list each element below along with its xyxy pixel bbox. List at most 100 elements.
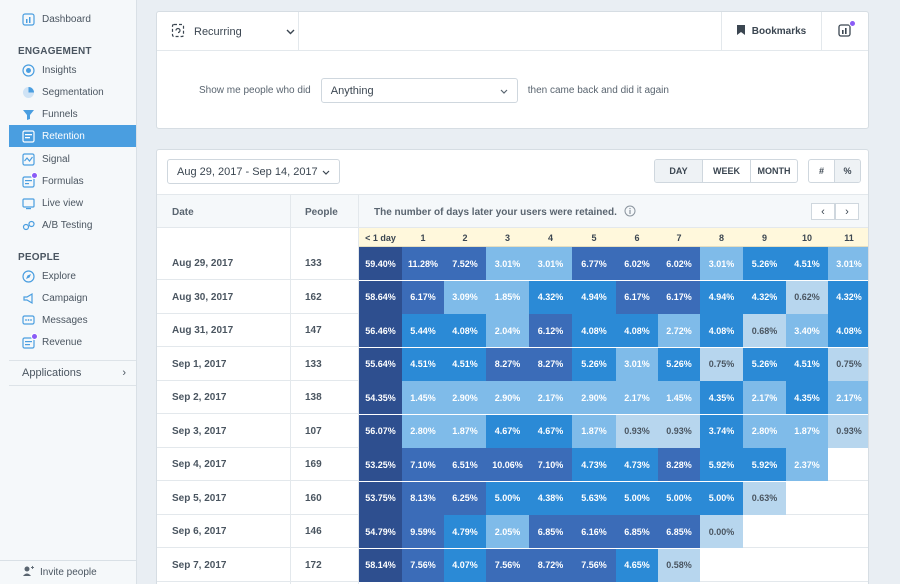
retention-cell[interactable]: 2.80% [743, 414, 786, 448]
retention-cell[interactable]: 6.02% [658, 247, 700, 280]
retention-cell[interactable]: 0.58% [658, 548, 700, 582]
date-range-picker[interactable]: Aug 29, 2017 - Sep 14, 2017 [167, 159, 340, 184]
sidebar-item-campaign[interactable]: Campaign [9, 287, 136, 309]
sidebar-item-explore[interactable]: Explore [9, 265, 136, 287]
retention-cell[interactable]: 4.08% [444, 314, 486, 347]
event-select[interactable]: Anything [320, 78, 518, 103]
sidebar-item-insights[interactable]: Insights [9, 59, 136, 81]
sidebar-item-ab-testing[interactable]: A/B Testing [9, 214, 136, 236]
retention-cell[interactable]: 59.40% [359, 247, 402, 280]
retention-cell[interactable]: 4.65% [616, 548, 658, 582]
table-row[interactable]: Sep 7, 2017 172 58.14% 7.56% 4.07% 7.56% 8.72%… [157, 548, 868, 582]
sidebar-item-formulas[interactable]: Formulas [9, 170, 136, 192]
retention-cell[interactable]: 4.35% [700, 381, 743, 414]
retention-cell[interactable]: 6.17% [616, 280, 658, 314]
format-count-button[interactable]: # [818, 166, 824, 176]
retention-cell[interactable]: 6.25% [444, 481, 486, 515]
retention-cell[interactable]: 5.00% [486, 481, 529, 515]
retention-cell[interactable]: 1.45% [658, 381, 700, 414]
retention-cell[interactable]: 4.07% [444, 548, 486, 582]
retention-cell[interactable]: 6.12% [529, 314, 572, 347]
retention-cell[interactable]: 58.64% [359, 280, 402, 314]
retention-cell[interactable]: 4.94% [700, 280, 743, 314]
retention-cell[interactable]: 54.79% [359, 515, 402, 548]
table-row[interactable]: Sep 3, 2017 107 56.07% 2.80% 1.87% 4.67% 4.67%… [157, 414, 868, 448]
retention-cell[interactable]: 4.32% [828, 280, 868, 314]
retention-cell[interactable]: 7.56% [572, 548, 616, 582]
retention-cell[interactable]: 2.80% [402, 414, 444, 448]
retention-cell[interactable]: 54.35% [359, 381, 402, 414]
table-row[interactable]: Sep 5, 2017 160 53.75% 8.13% 6.25% 5.00% 4.38%… [157, 481, 868, 515]
retention-cell[interactable]: 1.45% [402, 381, 444, 414]
prev-page-button[interactable]: ‹ [811, 203, 835, 220]
retention-cell[interactable]: 5.00% [658, 481, 700, 515]
report-type-dropdown[interactable]: Recurring [157, 12, 299, 51]
retention-cell[interactable]: 9.59% [402, 515, 444, 548]
retention-cell[interactable]: 3.74% [700, 414, 743, 448]
retention-cell[interactable]: 5.44% [402, 314, 444, 347]
sidebar-item-revenue[interactable]: Revenue [9, 331, 136, 353]
add-to-dashboard-button[interactable] [822, 12, 868, 51]
sidebar-item-messages[interactable]: Messages [9, 309, 136, 331]
retention-cell[interactable]: 58.14% [359, 548, 402, 582]
invite-people-button[interactable]: Invite people [0, 560, 137, 584]
retention-cell[interactable]: 7.10% [402, 448, 444, 481]
retention-cell[interactable]: 4.38% [529, 481, 572, 515]
retention-cell[interactable]: 1.85% [486, 280, 529, 314]
retention-cell[interactable]: 2.17% [616, 381, 658, 414]
retention-cell[interactable]: 2.37% [786, 448, 828, 481]
retention-cell[interactable]: 8.27% [529, 347, 572, 381]
retention-cell[interactable]: 55.64% [359, 347, 402, 381]
sidebar-item-dashboard[interactable]: Dashboard [9, 8, 136, 30]
table-row[interactable]: Sep 1, 2017 133 55.64% 4.51% 4.51% 8.27% 8.27%… [157, 347, 868, 381]
retention-cell[interactable]: 3.40% [786, 314, 828, 347]
sidebar-item-funnels[interactable]: Funnels [9, 103, 136, 125]
retention-cell[interactable]: 2.04% [486, 314, 529, 347]
retention-cell[interactable]: 2.90% [572, 381, 616, 414]
retention-cell[interactable]: 2.17% [529, 381, 572, 414]
retention-cell[interactable]: 7.56% [402, 548, 444, 582]
retention-cell[interactable]: 0.62% [786, 280, 828, 314]
retention-cell[interactable]: 5.00% [700, 481, 743, 515]
retention-cell[interactable]: 0.93% [658, 414, 700, 448]
retention-cell[interactable]: 0.68% [743, 314, 786, 347]
retention-cell[interactable]: 4.32% [529, 280, 572, 314]
retention-cell[interactable]: 53.25% [359, 448, 402, 481]
retention-cell[interactable]: 1.87% [444, 414, 486, 448]
retention-cell[interactable]: 56.46% [359, 314, 402, 347]
retention-cell[interactable]: 4.35% [786, 381, 828, 414]
retention-cell[interactable]: 6.77% [572, 247, 616, 280]
retention-cell[interactable]: 5.26% [572, 347, 616, 381]
table-row[interactable]: Sep 6, 2017 146 54.79% 9.59% 4.79% 2.05% 6.85%… [157, 515, 868, 548]
unit-week-button[interactable]: WEEK [702, 160, 750, 182]
retention-cell[interactable]: 5.92% [700, 448, 743, 481]
retention-cell[interactable]: 8.28% [658, 448, 700, 481]
retention-cell[interactable]: 2.05% [486, 515, 529, 548]
retention-cell[interactable]: 4.08% [572, 314, 616, 347]
info-icon[interactable] [624, 205, 636, 220]
retention-cell[interactable]: 4.08% [616, 314, 658, 347]
retention-cell[interactable]: 0.75% [828, 347, 868, 381]
retention-cell[interactable]: 3.01% [700, 247, 743, 280]
retention-cell[interactable]: 4.51% [786, 347, 828, 381]
retention-cell[interactable]: 8.27% [486, 347, 529, 381]
retention-cell[interactable]: 6.85% [529, 515, 572, 548]
unit-month-button[interactable]: MONTH [750, 160, 797, 182]
retention-cell[interactable]: 2.90% [444, 381, 486, 414]
next-page-button[interactable]: › [835, 203, 859, 220]
retention-cell[interactable]: 4.08% [828, 314, 868, 347]
retention-cell[interactable]: 8.13% [402, 481, 444, 515]
retention-cell[interactable]: 4.32% [743, 280, 786, 314]
retention-cell[interactable]: 3.09% [444, 280, 486, 314]
retention-cell[interactable]: 4.73% [616, 448, 658, 481]
retention-cell[interactable]: 6.17% [658, 280, 700, 314]
retention-cell[interactable]: 2.17% [743, 381, 786, 414]
retention-cell[interactable]: 6.17% [402, 280, 444, 314]
retention-cell[interactable]: 3.01% [486, 247, 529, 280]
retention-cell[interactable]: 1.87% [572, 414, 616, 448]
table-row[interactable]: Sep 4, 2017 169 53.25% 7.10% 6.51% 10.06% 7.10… [157, 448, 868, 481]
retention-cell[interactable]: 6.02% [616, 247, 658, 280]
retention-cell[interactable]: 5.26% [743, 347, 786, 381]
sidebar-item-retention[interactable]: Retention [9, 125, 136, 147]
retention-cell[interactable]: 2.17% [828, 381, 868, 414]
